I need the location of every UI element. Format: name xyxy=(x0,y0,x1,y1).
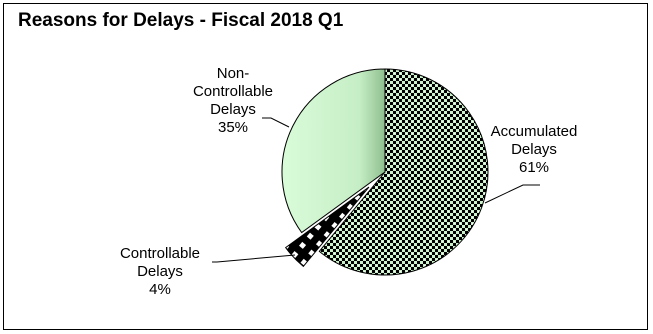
label-line: Controllable xyxy=(193,83,273,100)
label-line: 35% xyxy=(218,119,248,136)
label-line: 4% xyxy=(149,281,171,298)
label-line: Controllable xyxy=(120,245,200,262)
label-controllable-delays: Controllable Delays 4% xyxy=(120,245,200,298)
label-line: Delays xyxy=(210,101,256,118)
slice-accumulated-delays xyxy=(318,68,489,276)
slice-controllable-delays xyxy=(284,186,370,268)
label-line: Accumulated xyxy=(491,123,578,140)
label-line: Delays xyxy=(137,263,183,280)
chart-frame: Reasons for Delays - Fiscal 2018 Q1 xyxy=(3,3,648,330)
label-accumulated-delays: Accumulated Delays 61% xyxy=(491,123,578,176)
leader-line xyxy=(262,117,290,128)
leader-line xyxy=(484,184,540,204)
label-noncontrollable-delays: Non-Controllable Delays 35% xyxy=(193,65,273,136)
leader-line xyxy=(212,254,296,263)
chart-title: Reasons for Delays - Fiscal 2018 Q1 xyxy=(18,10,344,31)
label-line: Non- xyxy=(217,65,250,82)
label-line: 61% xyxy=(519,159,549,176)
label-line: Delays xyxy=(511,141,557,158)
slice-noncontrollable-delays xyxy=(281,68,386,234)
